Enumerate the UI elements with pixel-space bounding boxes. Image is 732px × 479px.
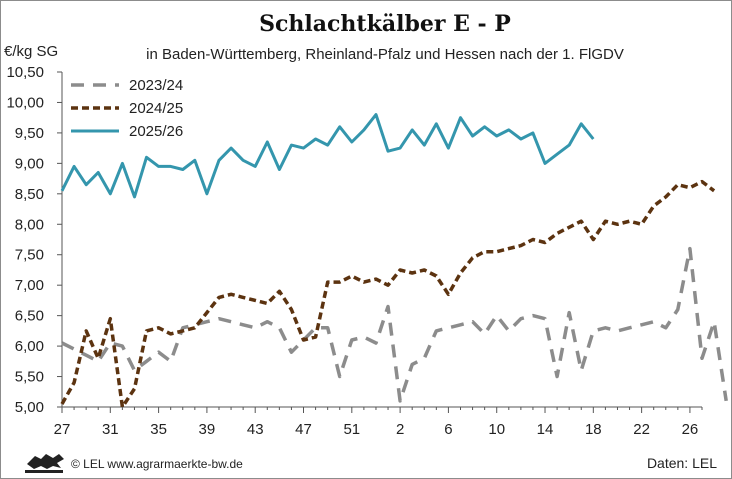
- x-tick-label: 27: [54, 421, 71, 438]
- chart-subtitle: in Baden-Württemberg, Rheinland-Pfalz un…: [146, 46, 624, 63]
- legend-label-2024-25: 2024/25: [129, 100, 183, 117]
- x-tick-label: 10: [488, 421, 505, 438]
- x-tick-label: 6: [444, 421, 452, 438]
- x-tick-label: 26: [682, 421, 699, 438]
- x-tick-label: 47: [295, 421, 312, 438]
- y-tick-labels: 5,00 5,50 6,00 6,50 7,00 7,50 8,00 8,50 9,00 9,50…: [6, 64, 44, 416]
- legend-label-2023-24: 2023/24: [129, 77, 183, 94]
- y-tick-label: 8,00: [15, 216, 44, 233]
- data-source-note: Daten: LEL: [647, 455, 717, 471]
- series-line-2024-25: [60, 179, 716, 409]
- copyright-footer: © LEL www.agrarmaerkte-bw.de: [71, 457, 243, 471]
- lel-logo-icon: [25, 454, 64, 473]
- legend: 2023/24 2024/25 2025/26: [71, 77, 183, 140]
- y-tick-label: 6,00: [15, 338, 44, 355]
- x-tick-labels: 27 31 35 39 43 47 51 2 6 10 14 18 22 26: [54, 421, 699, 438]
- x-tick-label: 18: [585, 421, 602, 438]
- y-tick-label: 7,50: [15, 247, 44, 264]
- x-tick-label: 43: [247, 421, 264, 438]
- y-tick-label: 5,50: [15, 369, 44, 386]
- x-tick-label: 35: [150, 421, 167, 438]
- legend-label-2025-26: 2025/26: [129, 123, 183, 140]
- y-tick-label: 10,00: [6, 94, 44, 111]
- y-tick-label: 5,00: [15, 399, 44, 416]
- y-tick-label: 10,50: [6, 64, 44, 81]
- x-tick-label: 22: [633, 421, 650, 438]
- x-tick-label: 14: [537, 421, 554, 438]
- y-tick-label: 9,00: [15, 155, 44, 172]
- y-tick-label: 6,50: [15, 308, 44, 325]
- y-tick-label: 9,50: [15, 125, 44, 142]
- y-tick-label: 8,50: [15, 186, 44, 203]
- x-tick-label: 51: [343, 421, 360, 438]
- y-tick-label: 7,00: [15, 277, 44, 294]
- series-line-2023-24: [61, 246, 728, 403]
- axes: [57, 71, 703, 413]
- x-tick-label: 31: [102, 421, 119, 438]
- y-axis-unit: €/kg SG: [4, 43, 58, 60]
- series-line-2025-26: [60, 113, 595, 199]
- series-lines: [60, 113, 728, 409]
- chart-title: Schlachtkälber E - P: [259, 11, 511, 37]
- x-tick-label: 2: [396, 421, 404, 438]
- x-tick-label: 39: [199, 421, 216, 438]
